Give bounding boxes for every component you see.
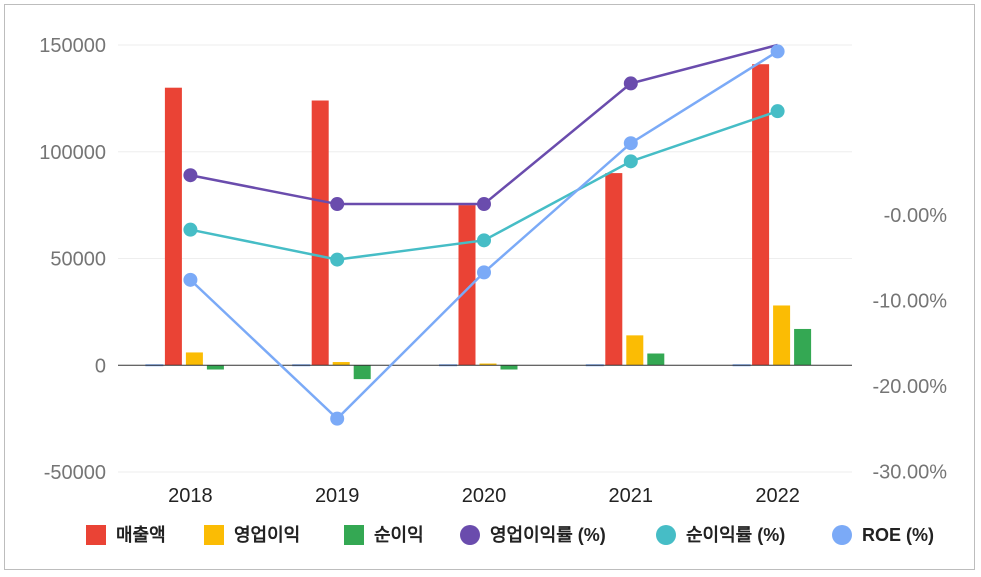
legend-swatch xyxy=(832,525,852,545)
gridlines xyxy=(118,44,852,473)
y-left-tick-label: -50000 xyxy=(44,462,106,484)
point-순이익률 (%) xyxy=(330,252,345,267)
legend-item[interactable]: 매출액 xyxy=(86,525,166,545)
legend-swatch xyxy=(344,525,364,545)
x-tick-label: 2022 xyxy=(755,485,800,507)
legend-item[interactable]: 영업이익률 (%) xyxy=(460,525,606,545)
legend-swatch xyxy=(460,525,480,545)
y-right-tick-label: -20.00% xyxy=(873,376,948,398)
y-right-tick-label: -0.00% xyxy=(884,205,948,227)
legend-swatch xyxy=(204,525,224,545)
bar-매출액 xyxy=(752,64,770,366)
x-tick-label: 2020 xyxy=(462,485,507,507)
y-left-tick-label: 100000 xyxy=(39,142,106,164)
y-axis-left: 150000 100000 50000 0 -50000 xyxy=(39,35,106,484)
x-tick-label: 2019 xyxy=(315,485,360,507)
bar-영업이익 xyxy=(773,305,791,366)
line-영업이익률 (%) xyxy=(190,43,778,206)
bar-매출액 xyxy=(164,87,182,366)
bars xyxy=(145,64,812,380)
legend-item[interactable]: ROE (%) xyxy=(832,525,934,545)
point-ROE (%) xyxy=(477,265,491,280)
bar-영업이익 xyxy=(185,352,203,366)
legend-label: 순이익 xyxy=(374,525,424,545)
point-ROE (%) xyxy=(623,136,638,151)
legend-swatch xyxy=(86,525,106,545)
y-left-tick-label: 0 xyxy=(95,355,106,377)
bar-순이익 xyxy=(794,328,812,366)
bar-매출액 xyxy=(311,100,329,366)
point-ROE (%) xyxy=(770,44,785,59)
legend-item[interactable]: 영업이익 xyxy=(204,525,300,545)
x-tick-label: 2018 xyxy=(168,485,213,507)
legend-label: ROE (%) xyxy=(862,525,934,545)
legend-label: 영업이익률 (%) xyxy=(490,525,606,545)
point-영업이익률 (%) xyxy=(477,197,491,212)
bar-영업이익 xyxy=(479,363,497,366)
bar-순이익 xyxy=(206,365,224,370)
y-right-tick-label: -30.00% xyxy=(873,462,948,484)
bar-순이익 xyxy=(353,365,371,380)
legend-item[interactable]: 순이익률 (%) xyxy=(656,525,785,545)
point-순이익률 (%) xyxy=(770,104,785,119)
x-axis: 2018 2019 2020 2021 2022 xyxy=(168,485,800,507)
bar-영업이익 xyxy=(626,335,644,366)
point-순이익률 (%) xyxy=(477,233,491,248)
y-axis-right: -0.00% -10.00% -20.00% -30.00% xyxy=(873,205,948,484)
y-left-tick-label: 150000 xyxy=(39,35,106,57)
point-순이익률 (%) xyxy=(183,222,198,237)
point-순이익률 (%) xyxy=(623,154,638,169)
series-lines xyxy=(183,43,785,426)
bar-매출액 xyxy=(605,173,623,366)
legend-label: 순이익률 (%) xyxy=(686,525,785,545)
bar-영업이익 xyxy=(332,362,350,366)
point-ROE (%) xyxy=(183,272,198,287)
y-left-tick-label: 50000 xyxy=(50,249,106,271)
legend-label: 매출액 xyxy=(116,525,166,545)
point-영업이익률 (%) xyxy=(330,197,345,212)
bar-순이익 xyxy=(647,353,665,366)
y-right-tick-label: -10.00% xyxy=(873,291,948,313)
point-ROE (%) xyxy=(330,411,345,426)
legend-label: 영업이익 xyxy=(234,525,300,545)
point-영업이익률 (%) xyxy=(183,168,198,183)
legend[interactable]: 매출액 영업이익 순이익 영업이익률 (%) 순이익률 (%) ROE (%) xyxy=(86,525,934,545)
point-영업이익률 (%) xyxy=(623,76,638,91)
legend-swatch xyxy=(656,525,676,545)
bar-매출액 xyxy=(458,205,476,366)
bar-순이익 xyxy=(500,365,518,370)
x-tick-label: 2021 xyxy=(609,485,654,507)
legend-item[interactable]: 순이익 xyxy=(344,525,424,545)
